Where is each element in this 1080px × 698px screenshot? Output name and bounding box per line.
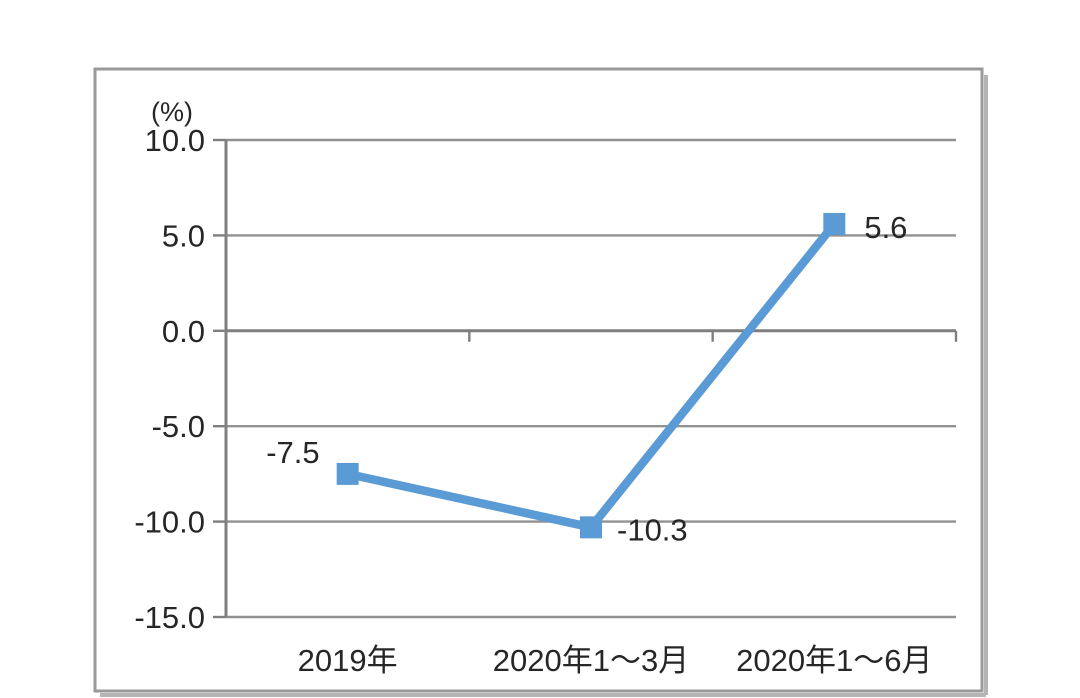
data-point-marker: [580, 516, 602, 539]
y-tick-label: 5.0: [162, 218, 205, 253]
data-label: 5.6: [864, 210, 907, 245]
x-tick-label: 2020年1～3月: [493, 643, 689, 678]
data-point-marker: [823, 212, 846, 235]
y-tick-label: -10.0: [134, 505, 205, 540]
data-point-marker: [336, 462, 359, 485]
data-label: -10.3: [617, 512, 688, 547]
y-tick-label: -15.0: [134, 600, 205, 635]
plot-area: 10.0 5.0 0.0 -5.0 -10.0 -15.0 (%) 2019年 2020年1～3…: [134, 97, 958, 678]
x-tick-label: 2020年1～6月: [736, 643, 932, 678]
y-tick-label: 0.0: [162, 314, 205, 349]
chart-border-frame: [93, 67, 984, 693]
y-axis-unit-label: (%): [151, 97, 193, 127]
x-tick-label: 2019年: [298, 643, 398, 678]
y-tick-label: 10.0: [145, 123, 205, 158]
y-tick-label: -5.0: [152, 409, 205, 444]
data-label: -7.5: [266, 435, 319, 470]
